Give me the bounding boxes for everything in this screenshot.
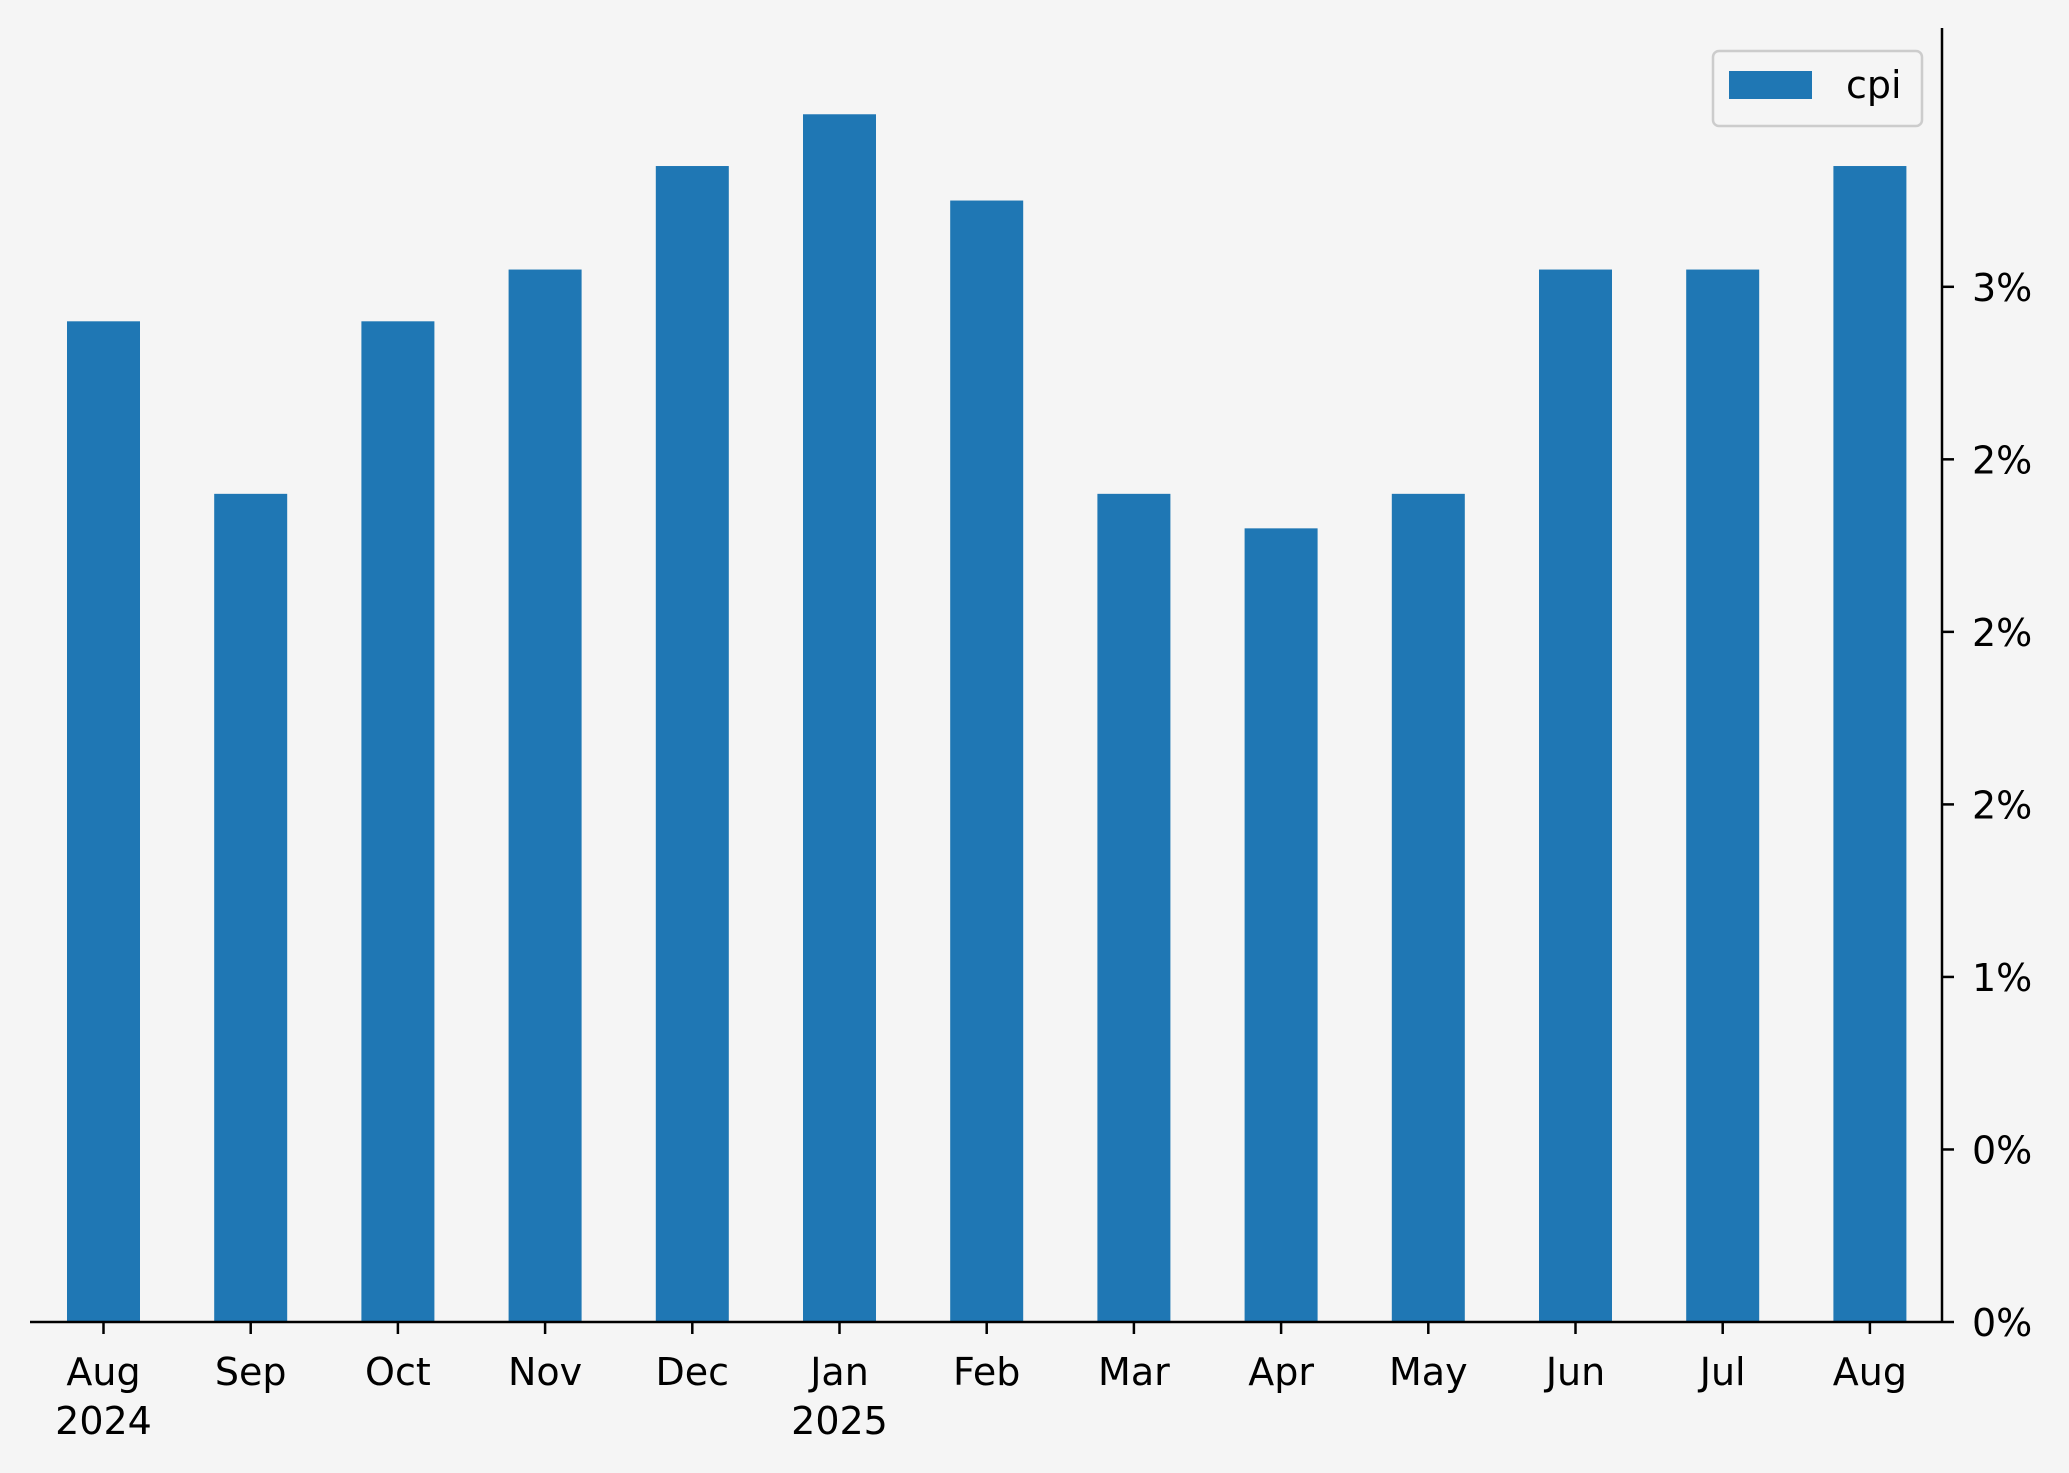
bar-jun-10: [1539, 269, 1612, 1323]
x-tick-label: Jan: [808, 1350, 869, 1394]
x-axis-ticks: Aug 2024 Sep Oct Nov Dec Jan 2025 Feb Mar Apr May Ju…: [55, 1322, 1907, 1443]
x-tick-label: Sep: [215, 1350, 287, 1394]
bar-sep-1: [214, 493, 288, 1323]
y-tick-label: 2%: [1972, 611, 2032, 655]
legend-frame: [1711, 49, 1924, 128]
bars-group: [67, 114, 1907, 1323]
x-tick-label: Oct: [365, 1350, 431, 1394]
bar-jul-11: [1686, 269, 1760, 1323]
y-tick-label: 2%: [1972, 783, 2032, 827]
legend: cpi: [1711, 49, 1924, 128]
x-tick-label: Jun: [1544, 1350, 1605, 1394]
legend-swatch-cpi: [1729, 71, 1812, 99]
bar-apr-8: [1244, 528, 1318, 1322]
bar-may-9: [1391, 493, 1465, 1323]
x-tick-label: Aug: [1833, 1350, 1907, 1394]
bar-dec-4: [655, 166, 729, 1323]
y-tick-label: 2%: [1972, 438, 2032, 482]
bar-mar-7: [1097, 493, 1171, 1323]
x-tick-label: Jul: [1698, 1350, 1746, 1394]
x-tick-label: Mar: [1098, 1350, 1170, 1394]
bar-feb-6: [950, 200, 1024, 1323]
bar-aug-12: [1833, 166, 1907, 1323]
x-tick-year-label: 2024: [55, 1399, 152, 1443]
x-tick-label: Feb: [953, 1350, 1020, 1394]
bar-aug-0: [67, 321, 140, 1323]
bar-oct-2: [361, 321, 435, 1323]
x-tick-label: Aug: [66, 1350, 140, 1394]
y-tick-label: 1%: [1972, 956, 2032, 1000]
y-axis-ticks: 0% 0% 1% 2% 2% 2% 3%: [1942, 266, 2032, 1345]
y-tick-label: 0%: [1972, 1128, 2032, 1172]
y-tick-label: 0%: [1972, 1301, 2032, 1345]
x-tick-label: Dec: [656, 1350, 730, 1394]
bar-jan-5: [803, 114, 876, 1322]
legend-label-cpi: cpi: [1846, 63, 1902, 107]
x-tick-year-label: 2025: [791, 1399, 888, 1443]
bar-nov-3: [508, 269, 582, 1323]
x-tick-label: Nov: [508, 1350, 582, 1394]
x-tick-label: Apr: [1248, 1350, 1314, 1394]
y-tick-label: 3%: [1972, 266, 2032, 310]
x-tick-label: May: [1389, 1350, 1468, 1394]
